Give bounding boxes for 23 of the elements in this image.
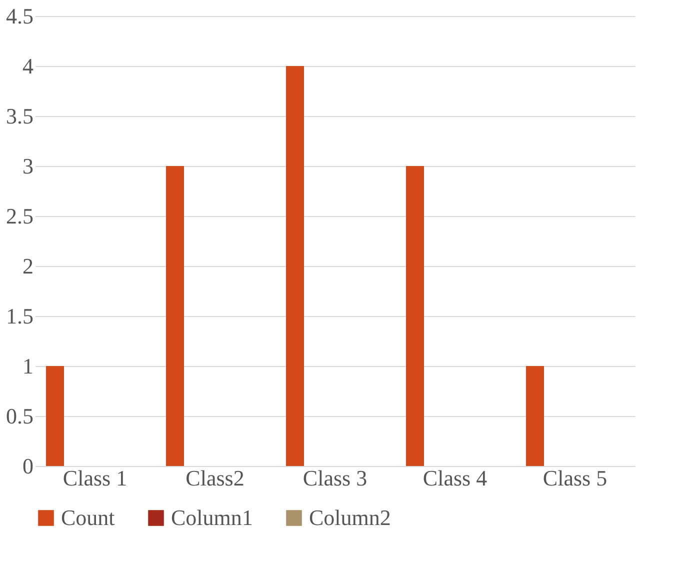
legend-label: Count [61, 505, 115, 530]
x-tick-label: Class 3 [302, 466, 368, 490]
bar [166, 166, 184, 466]
y-tick-label: 4 [22, 54, 34, 78]
bar [46, 366, 64, 466]
bar [286, 66, 304, 466]
x-tick-label: Class 1 [62, 466, 128, 490]
y-tick-label: 0.5 [6, 404, 34, 428]
y-tick-label: 2.5 [6, 204, 34, 228]
y-tick-label: 3.5 [6, 104, 34, 128]
bar [526, 366, 544, 466]
y-tick-label: 1 [22, 354, 34, 378]
x-tick-label: Class2 [186, 466, 244, 490]
y-tick-label: 0 [22, 454, 34, 478]
legend-label: Column1 [171, 505, 253, 530]
legend-label: Column2 [309, 505, 391, 530]
bar [406, 166, 424, 466]
y-tick-label: 2 [22, 254, 34, 278]
x-tick-label: Class 4 [422, 466, 488, 490]
y-tick-label: 4.5 [6, 4, 34, 28]
y-tick-label: 1.5 [6, 304, 34, 328]
y-tick-label: 3 [22, 154, 34, 178]
x-tick-label: Class 5 [542, 466, 608, 490]
